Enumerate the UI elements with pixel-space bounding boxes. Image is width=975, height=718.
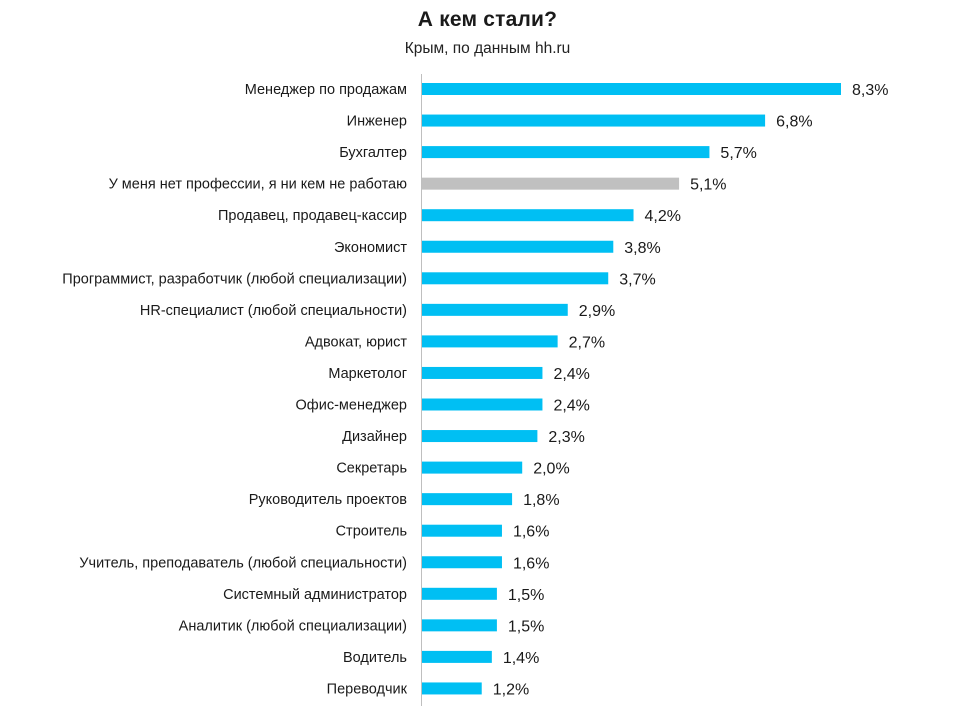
bar [422, 556, 502, 569]
bar [422, 650, 492, 663]
bar [422, 114, 766, 127]
category-label: Строитель [336, 524, 407, 540]
category-label: Системный администратор [223, 587, 407, 603]
bar [422, 366, 543, 379]
bar [422, 272, 609, 285]
bar-value-label: 1,6% [513, 524, 549, 541]
category-label: У меня нет профессии, я ни кем не работа… [109, 177, 408, 193]
bar [422, 146, 710, 159]
bar-value-label: 5,7% [720, 145, 756, 162]
bar-value-label: 1,8% [523, 492, 559, 509]
category-label: Учитель, преподаватель (любой специально… [79, 555, 407, 571]
bar-value-label: 2,9% [579, 303, 615, 320]
bar-value-label: 2,4% [553, 366, 589, 383]
category-label: Адвокат, юрист [305, 334, 408, 350]
category-label: Переводчик [327, 681, 408, 697]
bar-value-label: 1,2% [493, 681, 529, 698]
bar-value-label: 1,5% [508, 618, 544, 635]
bar [422, 83, 841, 95]
category-label: Менеджер по продажам [245, 82, 407, 98]
bar [422, 240, 614, 253]
category-label: HR-специалист (любой специальности) [140, 303, 407, 319]
bar [422, 398, 543, 411]
category-label: Бухгалтер [339, 145, 407, 161]
bar [422, 461, 523, 474]
bar [422, 619, 497, 632]
bar [422, 209, 634, 222]
chart-subtitle: Крым, по данным hh.ru [404, 40, 571, 57]
bar [422, 335, 558, 348]
bar-value-label: 2,7% [569, 334, 605, 351]
bar-value-label: 8,3% [852, 82, 888, 99]
category-label: Экономист [334, 240, 407, 256]
bar [422, 493, 513, 506]
bar-value-label: 5,1% [690, 177, 726, 194]
bar [422, 303, 568, 316]
category-label: Дизайнер [342, 429, 407, 445]
category-label: Программист, разработчик (любой специали… [62, 271, 407, 287]
category-label: Водитель [343, 650, 407, 666]
bar-value-label: 1,5% [508, 587, 544, 604]
bar-value-label: 4,2% [645, 208, 681, 225]
category-label: Офис-менеджер [296, 398, 407, 414]
bar [422, 587, 497, 600]
category-label: Руководитель проектов [249, 492, 408, 508]
category-label: Инженер [347, 114, 407, 130]
bar-value-label: 6,8% [776, 114, 812, 131]
bar-value-label: 2,0% [533, 461, 569, 478]
bar-value-label: 2,4% [553, 398, 589, 415]
bar-value-label: 3,7% [619, 271, 655, 288]
bar-value-label: 2,3% [548, 429, 584, 446]
bar [422, 682, 482, 695]
category-label: Маркетолог [328, 366, 407, 382]
bar [422, 430, 538, 443]
category-label: Секретарь [336, 461, 407, 477]
category-label: Продавец, продавец-кассир [218, 208, 407, 224]
bar [422, 177, 680, 190]
bar-value-label: 3,8% [624, 240, 660, 257]
bar-value-label: 1,6% [513, 555, 549, 572]
category-label: Аналитик (любой специализации) [179, 618, 407, 634]
bar [422, 524, 502, 537]
chart-title: А кем стали? [417, 8, 558, 31]
bar-value-label: 1,4% [503, 650, 539, 667]
